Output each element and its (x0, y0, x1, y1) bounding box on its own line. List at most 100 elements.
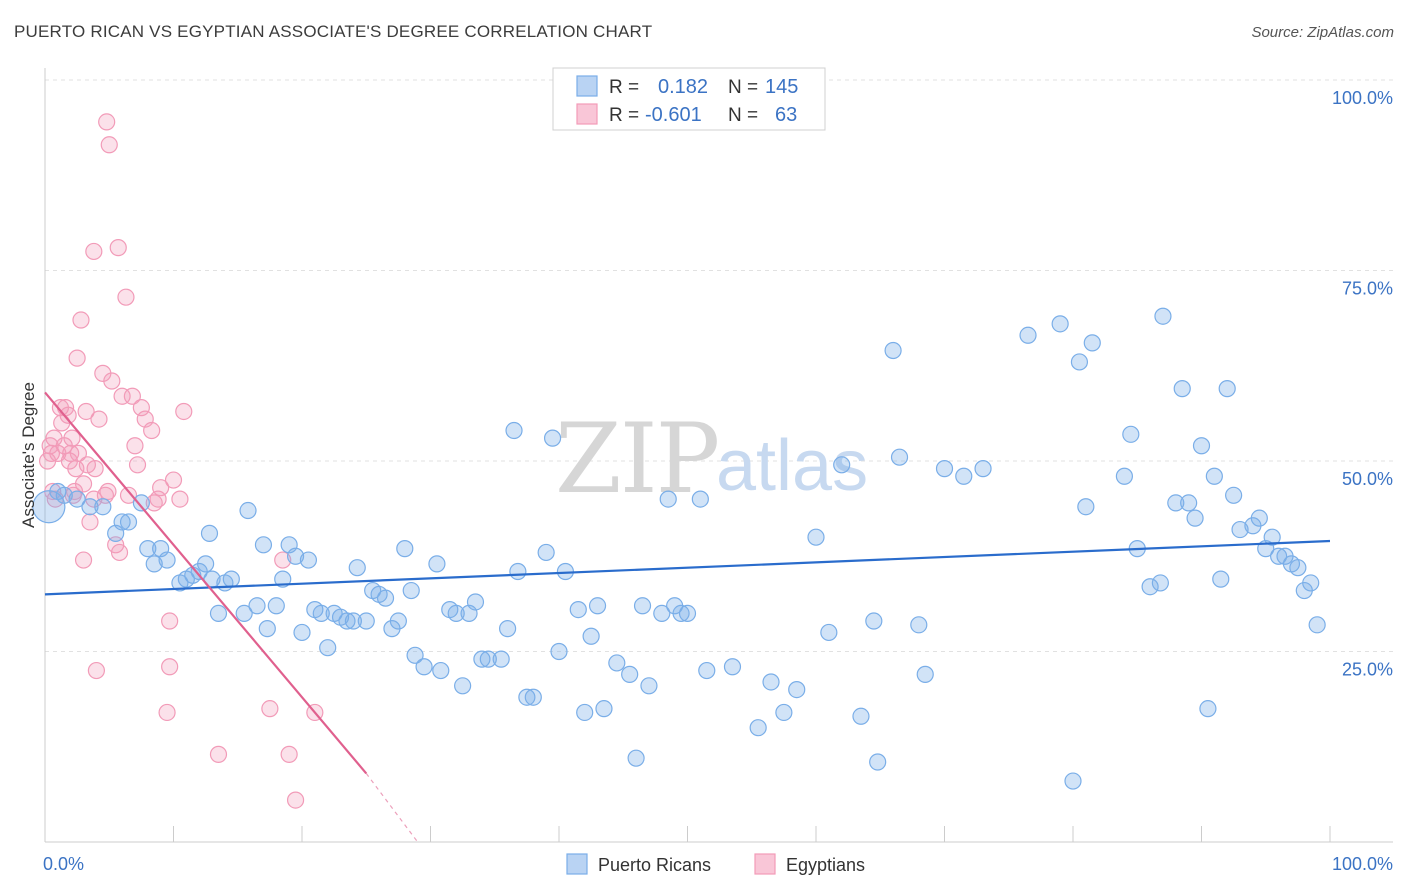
point-egyptians-59 (261, 700, 279, 718)
point-puerto-ricans-98 (865, 612, 883, 630)
trend-line-dashed-egyptians (365, 773, 419, 843)
bottom-legend-swatch-egyptians[interactable] (754, 853, 776, 875)
point-puerto-ricans-99 (869, 753, 887, 771)
point-puerto-ricans-90 (749, 719, 767, 737)
point-puerto-ricans-134 (1269, 547, 1288, 565)
point-puerto-ricans-54 (432, 661, 450, 680)
legend-r-label-2: R = (609, 105, 639, 126)
point-puerto-ricans-9 (132, 494, 150, 512)
point-egyptians-44 (126, 437, 144, 455)
point-puerto-ricans-66 (518, 688, 536, 706)
point-puerto-ricans-65 (509, 562, 527, 581)
point-puerto-ricans-25 (239, 501, 257, 520)
point-puerto-ricans-133 (1263, 528, 1281, 546)
point-egyptians-56 (171, 490, 189, 508)
point-egyptians-60 (274, 551, 292, 569)
point-puerto-ricans-63 (499, 620, 517, 638)
point-puerto-ricans-70 (550, 642, 568, 661)
point-puerto-ricans-91 (762, 673, 780, 691)
point-egyptians-53 (161, 658, 179, 676)
point-egyptians-26 (85, 242, 103, 261)
point-puerto-ricans-73 (576, 703, 594, 722)
point-puerto-ricans-102 (910, 616, 928, 634)
point-puerto-ricans-3 (68, 490, 86, 508)
point-puerto-ricans-77 (608, 654, 626, 672)
point-egyptians-14 (63, 429, 81, 447)
legend-n-label-2: N = (728, 105, 758, 126)
point-puerto-ricans-95 (820, 623, 838, 642)
point-puerto-ricans-104 (935, 460, 954, 478)
point-puerto-ricans-97 (852, 707, 870, 725)
point-egyptians-11 (59, 406, 77, 424)
point-puerto-ricans-75 (588, 597, 607, 615)
point-puerto-ricans-120 (1173, 380, 1191, 398)
point-egyptians-39 (110, 543, 129, 562)
point-puerto-ricans-56 (447, 604, 465, 623)
point-egyptians-25 (81, 513, 99, 531)
point-egyptians-43 (123, 387, 141, 405)
point-puerto-ricans-92 (775, 703, 793, 722)
point-egyptians-42 (119, 486, 138, 504)
series-puerto-ricans (32, 307, 1326, 790)
point-puerto-ricans-137 (1289, 559, 1307, 577)
point-puerto-ricans-8 (119, 513, 138, 531)
point-puerto-ricans-105 (955, 467, 973, 485)
point-puerto-ricans-81 (640, 677, 658, 695)
point-puerto-ricans-49 (396, 540, 414, 558)
point-puerto-ricans-96 (833, 456, 851, 474)
point-egyptians-55 (164, 471, 183, 489)
point-puerto-ricans-57 (454, 677, 472, 695)
point-egyptians-58 (209, 745, 228, 763)
point-puerto-ricans-114 (1122, 425, 1140, 443)
point-puerto-ricans-103 (916, 665, 934, 683)
point-egyptians-18 (68, 349, 86, 367)
x-tick-label-1: 100.0% (1332, 854, 1393, 874)
trend-line-egyptians (44, 391, 368, 775)
point-puerto-ricans-116 (1141, 578, 1159, 596)
point-puerto-ricans-106 (974, 460, 992, 478)
point-puerto-ricans-19 (200, 524, 219, 542)
point-puerto-ricans-37 (319, 639, 337, 657)
y-tick-label-1: 50.0% (1342, 469, 1393, 489)
point-puerto-ricans-101 (890, 448, 909, 466)
point-puerto-ricans-119 (1167, 494, 1185, 512)
point-puerto-ricans-67 (524, 688, 542, 706)
y-axis-label: Associate's Degree (19, 382, 38, 528)
point-puerto-ricans-2 (55, 486, 73, 504)
source-label: Source: ZipAtlas.com (1251, 24, 1394, 41)
point-puerto-ricans-129 (1231, 520, 1249, 539)
point-puerto-ricans-59 (466, 593, 485, 611)
point-puerto-ricans-62 (492, 650, 510, 668)
point-puerto-ricans-82 (653, 604, 671, 623)
y-tick-label-2: 75.0% (1342, 279, 1393, 299)
point-puerto-ricans-76 (595, 700, 613, 718)
point-egyptians-48 (143, 421, 161, 440)
legend-r-label-1: R = (609, 77, 639, 98)
point-egyptians-52 (158, 703, 176, 722)
point-puerto-ricans-53 (428, 555, 446, 573)
legend-n-value-1: 145 (765, 76, 798, 98)
point-egyptians-35 (100, 136, 118, 154)
point-puerto-ricans-28 (258, 620, 276, 638)
point-egyptians-20 (72, 311, 90, 329)
point-puerto-ricans-125 (1205, 467, 1223, 485)
point-puerto-ricans-43 (357, 612, 375, 630)
point-puerto-ricans-107 (1019, 326, 1037, 344)
stats-legend: R = 0.182 N = 145 R = -0.601 N = 63 (552, 67, 826, 131)
bottom-legend-label-egyptians[interactable]: Egyptians (786, 855, 865, 875)
bottom-legend-label-puerto-ricans[interactable]: Puerto Ricans (598, 855, 711, 875)
point-puerto-ricans-7 (113, 513, 131, 531)
trend-line-puerto-ricans (44, 539, 1331, 596)
point-puerto-ricans-13 (158, 551, 176, 569)
point-puerto-ricans-74 (582, 627, 600, 645)
point-puerto-ricans-117 (1151, 574, 1169, 592)
point-puerto-ricans-5 (94, 498, 112, 516)
point-puerto-ricans-140 (1308, 616, 1326, 634)
legend-n-label-1: N = (728, 77, 758, 98)
point-puerto-ricans-126 (1212, 570, 1230, 588)
point-egyptians-33 (98, 113, 116, 131)
point-puerto-ricans-72 (569, 600, 587, 619)
bottom-legend-swatch-puerto-ricans[interactable] (566, 853, 588, 875)
point-puerto-ricans-24 (235, 604, 253, 623)
